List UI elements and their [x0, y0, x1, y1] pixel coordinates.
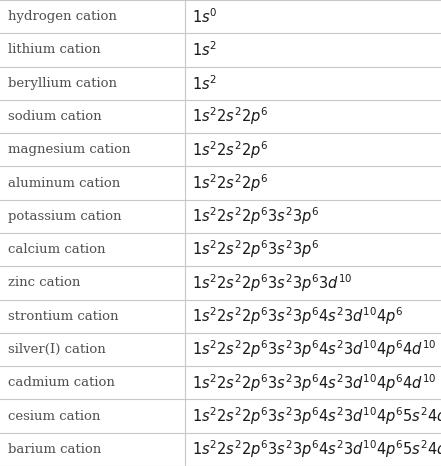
Text: strontium cation: strontium cation — [8, 310, 119, 323]
Text: $1s^{2}$: $1s^{2}$ — [192, 41, 217, 59]
Text: silver(I) cation: silver(I) cation — [8, 343, 106, 356]
Text: $1s^{2}2s^{2}2p^{6}$: $1s^{2}2s^{2}2p^{6}$ — [192, 106, 268, 127]
Text: cadmium cation: cadmium cation — [8, 376, 115, 389]
Text: $1s^{2}2s^{2}2p^{6}$: $1s^{2}2s^{2}2p^{6}$ — [192, 139, 268, 161]
Text: $1s^{2}2s^{2}2p^{6}3s^{2}3p^{6}4s^{2}3d^{10}4p^{6}5s^{2}4d^{10}5p^{6}$: $1s^{2}2s^{2}2p^{6}3s^{2}3p^{6}4s^{2}3d^… — [192, 439, 441, 460]
Text: magnesium cation: magnesium cation — [8, 143, 131, 156]
Text: lithium cation: lithium cation — [8, 43, 101, 56]
Text: cesium cation: cesium cation — [8, 410, 100, 423]
Text: $1s^{2}2s^{2}2p^{6}3s^{2}3p^{6}4s^{2}3d^{10}4p^{6}$: $1s^{2}2s^{2}2p^{6}3s^{2}3p^{6}4s^{2}3d^… — [192, 305, 404, 327]
Text: sodium cation: sodium cation — [8, 110, 101, 123]
Text: beryllium cation: beryllium cation — [8, 77, 117, 90]
Text: barium cation: barium cation — [8, 443, 101, 456]
Text: aluminum cation: aluminum cation — [8, 177, 120, 190]
Text: $1s^{2}2s^{2}2p^{6}3s^{2}3p^{6}4s^{2}3d^{10}4p^{6}4d^{10}$: $1s^{2}2s^{2}2p^{6}3s^{2}3p^{6}4s^{2}3d^… — [192, 372, 437, 394]
Text: $1s^{2}2s^{2}2p^{6}3s^{2}3p^{6}$: $1s^{2}2s^{2}2p^{6}3s^{2}3p^{6}$ — [192, 206, 319, 227]
Text: $1s^{2}2s^{2}2p^{6}3s^{2}3p^{6}3d^{10}$: $1s^{2}2s^{2}2p^{6}3s^{2}3p^{6}3d^{10}$ — [192, 272, 352, 294]
Text: $1s^{2}2s^{2}2p^{6}3s^{2}3p^{6}4s^{2}3d^{10}4p^{6}5s^{2}4d^{10}5p^{6}$: $1s^{2}2s^{2}2p^{6}3s^{2}3p^{6}4s^{2}3d^… — [192, 405, 441, 427]
Text: $1s^{2}2s^{2}2p^{6}3s^{2}3p^{6}$: $1s^{2}2s^{2}2p^{6}3s^{2}3p^{6}$ — [192, 239, 319, 260]
Text: $1s^{0}$: $1s^{0}$ — [192, 7, 217, 26]
Text: $1s^{2}2s^{2}2p^{6}$: $1s^{2}2s^{2}2p^{6}$ — [192, 172, 268, 194]
Text: $1s^{2}2s^{2}2p^{6}3s^{2}3p^{6}4s^{2}3d^{10}4p^{6}4d^{10}$: $1s^{2}2s^{2}2p^{6}3s^{2}3p^{6}4s^{2}3d^… — [192, 339, 437, 360]
Text: zinc cation: zinc cation — [8, 276, 80, 289]
Text: $1s^{2}$: $1s^{2}$ — [192, 74, 217, 93]
Text: calcium cation: calcium cation — [8, 243, 105, 256]
Text: potassium cation: potassium cation — [8, 210, 121, 223]
Text: hydrogen cation: hydrogen cation — [8, 10, 117, 23]
